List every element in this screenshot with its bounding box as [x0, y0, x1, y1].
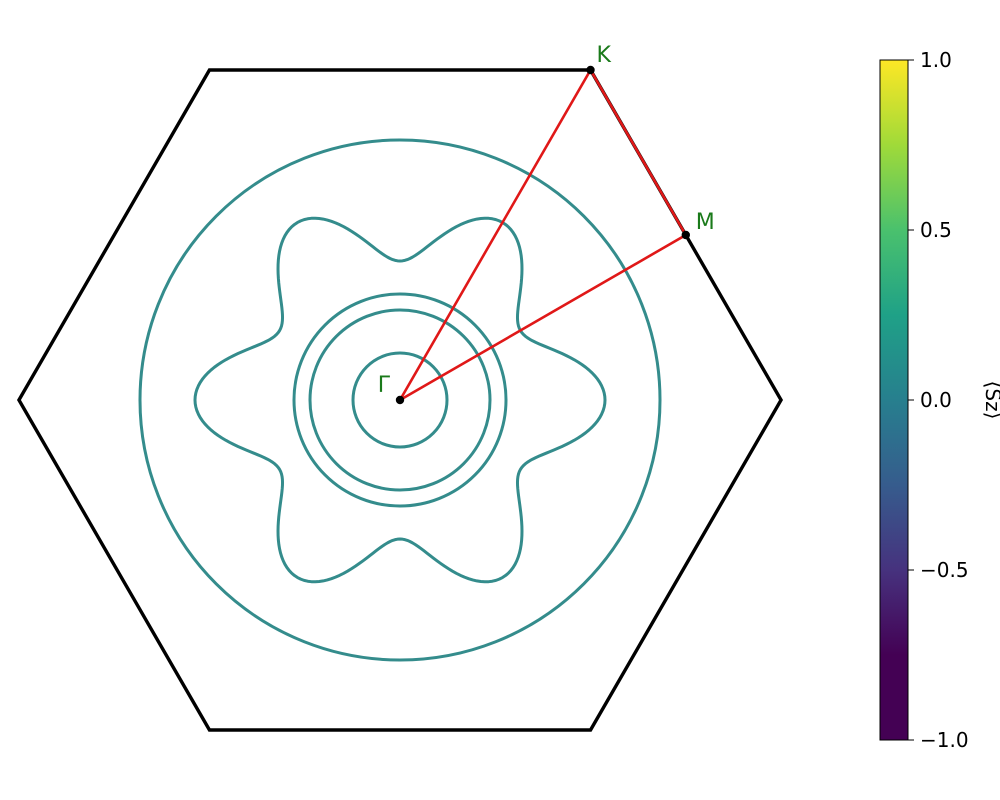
gamma-point-label: Γ — [378, 373, 391, 398]
gamma-point-dot — [396, 396, 404, 404]
m-point-label: M — [696, 210, 715, 235]
colorbar-label: ⟨Sz⟩ — [981, 381, 1000, 420]
colorbar: 1.0 0.5 0.0 −0.5 −1.0 ⟨Sz⟩ — [880, 48, 1000, 752]
colorbar-tick-label: −0.5 — [920, 558, 969, 582]
colorbar-ticks: 1.0 0.5 0.0 −0.5 −1.0 — [908, 48, 969, 752]
colorbar-tick-label: 0.0 — [920, 388, 952, 412]
figure-svg: Γ K M 1.0 0.5 0.0 −0.5 −1.0 ⟨Sz⟩ — [0, 0, 1000, 800]
k-point-label: K — [597, 43, 612, 68]
colorbar-tick-label: −1.0 — [920, 728, 969, 752]
m-point-dot — [682, 231, 690, 239]
colorbar-tick-label: 1.0 — [920, 48, 952, 72]
colorbar-gradient — [880, 60, 908, 740]
colorbar-tick-label: 0.5 — [920, 218, 952, 242]
k-point-dot — [586, 66, 594, 74]
